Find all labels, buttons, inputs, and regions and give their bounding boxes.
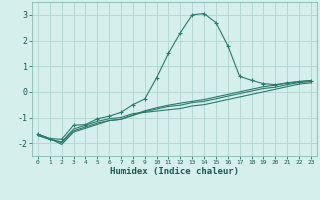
X-axis label: Humidex (Indice chaleur): Humidex (Indice chaleur) bbox=[110, 167, 239, 176]
